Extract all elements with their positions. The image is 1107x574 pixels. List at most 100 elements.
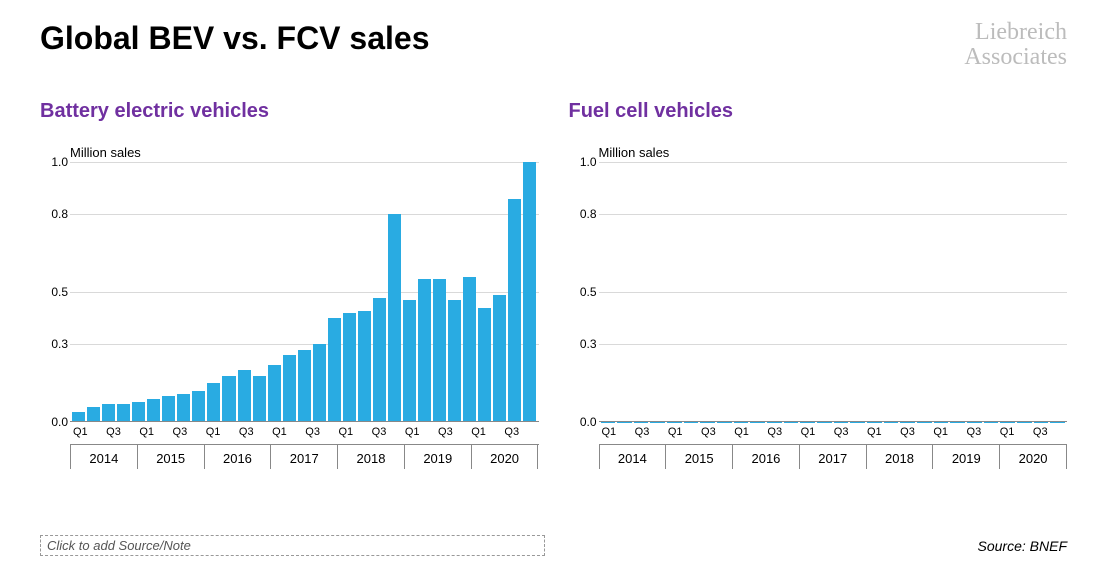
x-tick-label xyxy=(487,422,504,438)
bar xyxy=(313,344,326,422)
bar xyxy=(358,311,371,423)
year-label: 2014 xyxy=(70,445,137,469)
x-tick-label xyxy=(617,422,634,438)
bar xyxy=(117,404,130,422)
bar xyxy=(177,394,190,423)
x-tick-label: Q3 xyxy=(766,422,783,438)
x-tick-label: Q1 xyxy=(866,422,883,438)
x-tick-label: Q3 xyxy=(371,422,388,438)
x-tick-label: Q3 xyxy=(966,422,983,438)
year-label: 2017 xyxy=(270,445,337,469)
y-tick-label: 0.5 xyxy=(569,285,597,299)
fcv-year-row: 2014201520162017201820192020 xyxy=(599,444,1068,469)
x-tick-label xyxy=(420,422,437,438)
x-tick-label xyxy=(849,422,866,438)
year-label: 2020 xyxy=(471,445,539,469)
x-tick-label: Q3 xyxy=(503,422,520,438)
x-tick-label: Q3 xyxy=(899,422,916,438)
x-tick-label xyxy=(883,422,900,438)
x-tick-label: Q1 xyxy=(470,422,487,438)
x-tick-label xyxy=(321,422,338,438)
x-tick-label xyxy=(221,422,238,438)
year-label: 2015 xyxy=(137,445,204,469)
footer: Click to add Source/Note Source: BNEF xyxy=(40,535,1067,556)
bar xyxy=(478,308,491,422)
year-label: 2015 xyxy=(665,445,732,469)
bar xyxy=(298,350,311,423)
year-label: 2019 xyxy=(404,445,471,469)
bev-baseline xyxy=(70,421,539,422)
x-tick-label xyxy=(255,422,272,438)
x-tick-label xyxy=(1049,422,1066,438)
x-tick-label xyxy=(816,422,833,438)
x-tick-label: Q1 xyxy=(205,422,222,438)
bar xyxy=(403,300,416,422)
x-tick-label xyxy=(122,422,139,438)
bar xyxy=(222,376,235,423)
fcv-chart-panel: Fuel cell vehicles Million sales 0.00.30… xyxy=(569,100,1068,469)
bar xyxy=(253,376,266,423)
bar xyxy=(448,300,461,422)
bar xyxy=(192,391,205,422)
bev-chart-panel: Battery electric vehicles Million sales … xyxy=(40,100,539,469)
x-tick-label: Q1 xyxy=(999,422,1016,438)
fcv-chart-title: Fuel cell vehicles xyxy=(569,100,1068,123)
bev-y-axis: 0.00.30.50.81.0 xyxy=(40,162,68,422)
source-note-input[interactable]: Click to add Source/Note xyxy=(40,535,545,556)
year-label: 2019 xyxy=(932,445,999,469)
logo-line2: Associates xyxy=(964,45,1067,70)
x-tick-label xyxy=(783,422,800,438)
x-tick-label: Q3 xyxy=(634,422,651,438)
y-tick-label: 0.0 xyxy=(569,415,597,429)
x-tick-label: Q3 xyxy=(437,422,454,438)
x-tick-label: Q3 xyxy=(105,422,122,438)
x-tick-label xyxy=(949,422,966,438)
bar xyxy=(147,399,160,422)
x-tick-label: Q3 xyxy=(833,422,850,438)
year-label: 2020 xyxy=(999,445,1067,469)
charts-container: Battery electric vehicles Million sales … xyxy=(0,70,1107,469)
year-label: 2016 xyxy=(204,445,271,469)
x-tick-label xyxy=(89,422,106,438)
fcv-y-axis: 0.00.30.50.81.0 xyxy=(569,162,597,422)
bar xyxy=(343,313,356,422)
logo: Liebreich Associates xyxy=(964,20,1067,70)
x-tick-label: Q1 xyxy=(138,422,155,438)
bar xyxy=(493,295,506,422)
year-label: 2014 xyxy=(599,445,666,469)
x-tick-label: Q1 xyxy=(667,422,684,438)
x-tick-label: Q1 xyxy=(271,422,288,438)
x-tick-label: Q1 xyxy=(733,422,750,438)
y-tick-label: 0.3 xyxy=(569,337,597,351)
y-tick-label: 1.0 xyxy=(569,155,597,169)
x-tick-label xyxy=(155,422,172,438)
x-tick-label: Q3 xyxy=(238,422,255,438)
x-tick-label xyxy=(387,422,404,438)
x-tick-label: Q1 xyxy=(338,422,355,438)
x-tick-label xyxy=(1015,422,1032,438)
bar xyxy=(328,318,341,422)
bar xyxy=(102,404,115,422)
fcv-bars xyxy=(599,162,1068,422)
x-tick-label xyxy=(188,422,205,438)
fcv-baseline xyxy=(599,421,1068,422)
fcv-plot-area: 0.00.30.50.81.0 xyxy=(599,162,1068,422)
x-tick-label xyxy=(354,422,371,438)
x-tick-label: Q1 xyxy=(800,422,817,438)
bar xyxy=(238,370,251,422)
fcv-y-label: Million sales xyxy=(599,145,1068,160)
x-tick-label: Q1 xyxy=(932,422,949,438)
x-tick-label: Q1 xyxy=(404,422,421,438)
x-tick-label: Q3 xyxy=(304,422,321,438)
bar xyxy=(162,396,175,422)
x-tick-label: Q1 xyxy=(601,422,618,438)
x-tick-label: Q3 xyxy=(700,422,717,438)
y-tick-label: 0.8 xyxy=(569,207,597,221)
bev-chart-title: Battery electric vehicles xyxy=(40,100,539,123)
x-tick-label xyxy=(520,422,537,438)
year-label: 2016 xyxy=(732,445,799,469)
bar xyxy=(508,199,521,423)
x-tick-label xyxy=(288,422,305,438)
bar xyxy=(418,279,431,422)
x-tick-label xyxy=(683,422,700,438)
